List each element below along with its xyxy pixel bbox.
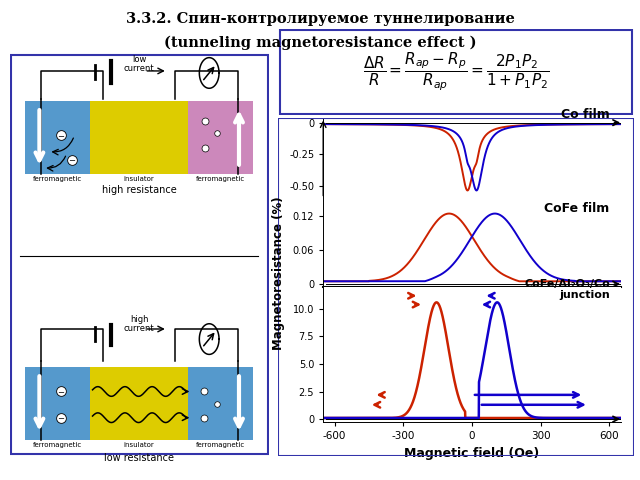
Text: high resistance: high resistance xyxy=(102,185,177,195)
Text: current: current xyxy=(124,64,154,73)
Bar xyxy=(25,101,90,174)
Bar xyxy=(90,101,188,174)
Text: $-$: $-$ xyxy=(58,412,65,421)
Text: ferromagnetic: ferromagnetic xyxy=(33,442,82,448)
Bar xyxy=(25,367,90,440)
Text: Magnetoresistance (%): Magnetoresistance (%) xyxy=(272,197,285,350)
Text: (tunneling magnetoresistance effect ): (tunneling magnetoresistance effect ) xyxy=(164,36,476,50)
Text: Co film: Co film xyxy=(561,108,609,121)
Text: insulator: insulator xyxy=(124,442,155,448)
Bar xyxy=(188,367,253,440)
Text: ferromagnetic: ferromagnetic xyxy=(33,176,82,182)
Bar xyxy=(90,367,188,440)
Text: $\dfrac{\Delta R}{R} = \dfrac{R_{ap} - R_p}{R_{ap}} = \dfrac{2P_1P_2}{1 + P_1P_2: $\dfrac{\Delta R}{R} = \dfrac{R_{ap} - R… xyxy=(363,51,549,93)
Text: high: high xyxy=(130,315,148,324)
Text: CoFe film: CoFe film xyxy=(544,202,609,215)
Text: $-$: $-$ xyxy=(58,386,65,395)
Text: ferromagnetic: ferromagnetic xyxy=(196,442,246,448)
Text: current: current xyxy=(124,324,154,333)
Text: low: low xyxy=(132,55,147,64)
X-axis label: Magnetic field (Oe): Magnetic field (Oe) xyxy=(404,447,540,460)
Text: CoFe/Al₂O₃/Co
junction: CoFe/Al₂O₃/Co junction xyxy=(525,278,611,300)
Text: insulator: insulator xyxy=(124,176,155,182)
Text: $-$: $-$ xyxy=(68,155,76,163)
Text: low resistance: low resistance xyxy=(104,453,174,463)
Bar xyxy=(188,101,253,174)
Text: $-$: $-$ xyxy=(58,130,65,139)
Text: 3.3.2. Спин-контролируемое туннелирование: 3.3.2. Спин-контролируемое туннелировани… xyxy=(125,12,515,26)
Text: ferromagnetic: ferromagnetic xyxy=(196,176,246,182)
